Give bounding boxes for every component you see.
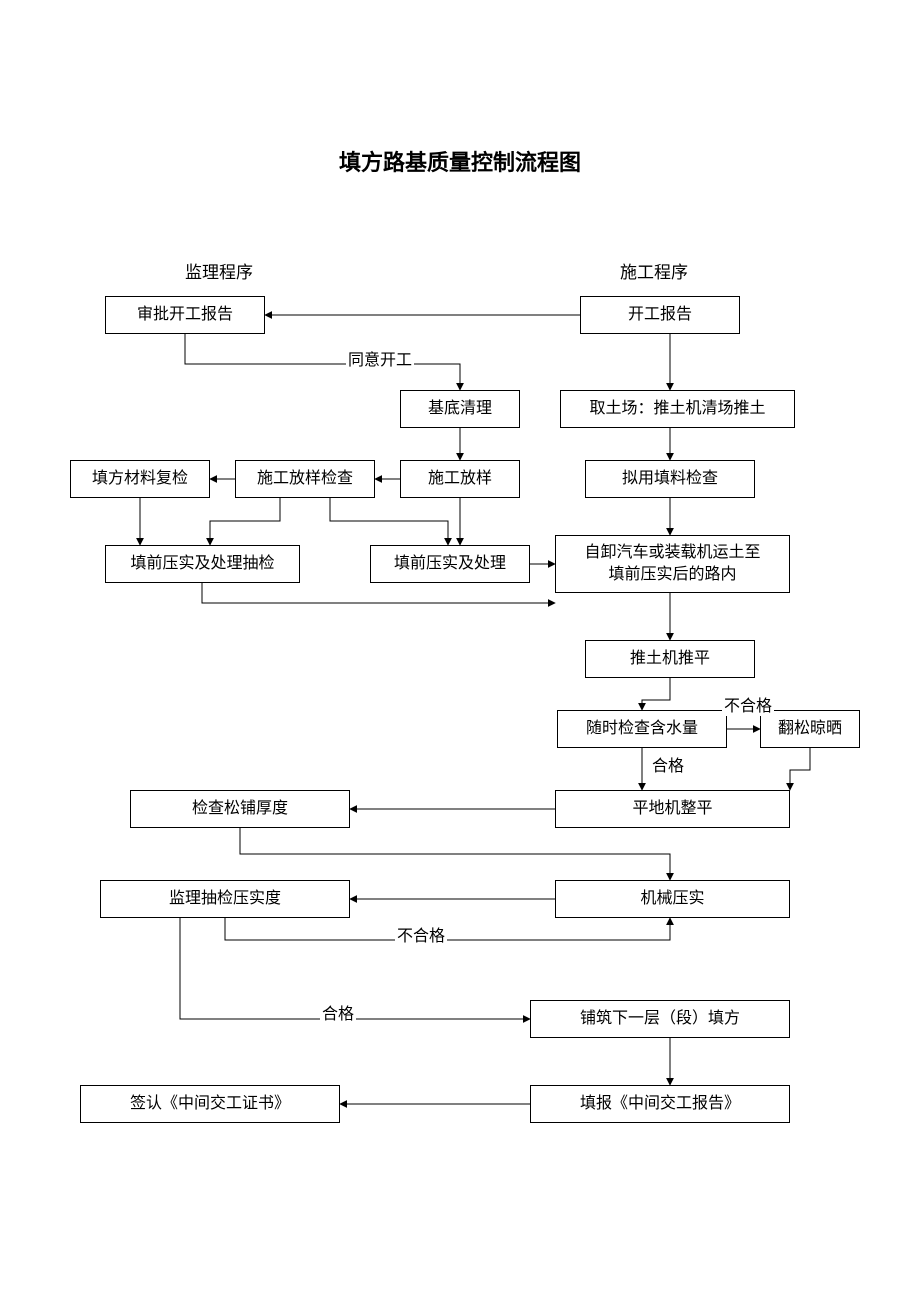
node-n14: 翻松晾晒 xyxy=(760,710,860,748)
node-n21: 签认《中间交工证书》 xyxy=(80,1085,340,1123)
edge-label-n13-n15: 合格 xyxy=(650,752,686,776)
node-n3: 基底清理 xyxy=(400,390,520,428)
node-n9: 填前压实及处理抽检 xyxy=(105,545,300,583)
node-n19: 铺筑下一层（段）填方 xyxy=(530,1000,790,1038)
column-header-left: 监理程序 xyxy=(185,258,253,283)
node-n17: 机械压实 xyxy=(555,880,790,918)
flowchart-canvas: 填方路基质量控制流程图 监理程序 施工程序 审批开工报告 开工报告基底清理 取土场：… xyxy=(0,0,920,1302)
edge-n6-n9 xyxy=(210,498,280,545)
flowchart-title: 填方路基质量控制流程图 xyxy=(0,145,920,177)
edge-label-n18-n19: 合格 xyxy=(320,1000,356,1024)
node-n2: 开工报告 xyxy=(580,296,740,334)
edge-n9-n11 xyxy=(202,583,555,603)
node-n18: 监理抽检压实度 xyxy=(100,880,350,918)
edge-n14-n15 xyxy=(790,748,810,790)
column-header-right: 施工程序 xyxy=(620,258,688,283)
node-n1: 审批开工报告 xyxy=(105,296,265,334)
node-n11: 自卸汽车或装载机运土至 填前压实后的路内 xyxy=(555,535,790,593)
edge-n6-n10 xyxy=(330,498,448,545)
node-n8: 拟用填料检查 xyxy=(585,460,755,498)
node-n15: 平地机整平 xyxy=(555,790,790,828)
edge-label-n13-n14: 不合格 xyxy=(722,692,774,716)
node-n13: 随时检查含水量 xyxy=(557,710,727,748)
node-n10: 填前压实及处理 xyxy=(370,545,530,583)
edge-n1-n3 xyxy=(185,334,460,390)
node-n16: 检查松铺厚度 xyxy=(130,790,350,828)
node-n20: 填报《中间交工报告》 xyxy=(530,1085,790,1123)
edge-label-n18-n17: 不合格 xyxy=(395,922,447,946)
node-n4: 取土场：推土机清场推土 xyxy=(560,390,795,428)
edge-label-n1-n3: 同意开工 xyxy=(346,346,414,370)
edge-n16-n17 xyxy=(240,828,670,880)
edge-n12-n13 xyxy=(642,678,670,710)
node-n6: 施工放样检查 xyxy=(235,460,375,498)
node-n7: 填方材料复检 xyxy=(70,460,210,498)
node-n12: 推土机推平 xyxy=(585,640,755,678)
node-n5: 施工放样 xyxy=(400,460,520,498)
edge-n18-n17 xyxy=(225,918,670,940)
